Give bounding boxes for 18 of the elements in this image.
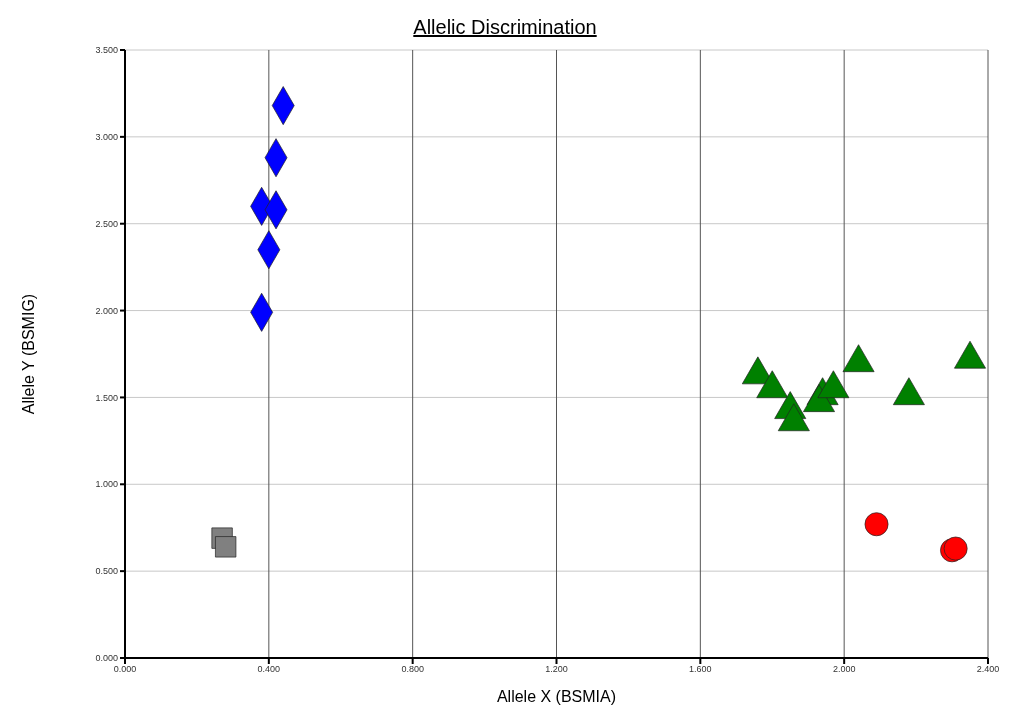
x-axis-title: Allele X (BSMIA) — [496, 688, 617, 705]
x-tick-label: 0.000 — [113, 664, 137, 675]
x-tick-label: 0.400 — [257, 664, 281, 675]
y-axis-title: Allele Y (BSMIG) — [19, 293, 37, 415]
y-tick-label: 0.500 — [95, 566, 118, 577]
y-tick-label: 1.500 — [95, 392, 118, 403]
x-tick-label: 1.200 — [545, 664, 568, 675]
y-tick-label: 0.000 — [95, 653, 118, 664]
y-tick-label: 2.000 — [95, 305, 118, 316]
x-tick-label: 1.600 — [689, 664, 712, 675]
y-tick-label: 3.500 — [95, 45, 118, 56]
x-tick-label: 2.400 — [976, 664, 1000, 675]
y-tick-label: 3.000 — [95, 132, 118, 143]
y-tick-label: 2.500 — [95, 218, 118, 229]
y-tick-label: 1.000 — [95, 479, 118, 490]
x-tick-label: 0.800 — [401, 664, 424, 675]
x-tick-label: 2.000 — [832, 664, 856, 675]
chart-title: Allelic Discrimination — [413, 16, 597, 38]
